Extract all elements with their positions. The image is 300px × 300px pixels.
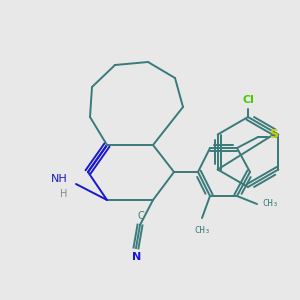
Text: C: C (138, 211, 144, 221)
Text: NH: NH (51, 174, 68, 184)
Text: S: S (269, 128, 278, 142)
Text: N: N (132, 252, 142, 262)
Text: CH₃: CH₃ (194, 226, 210, 235)
Text: CH₃: CH₃ (262, 200, 278, 208)
Text: Cl: Cl (242, 95, 254, 105)
Text: H: H (60, 189, 68, 199)
